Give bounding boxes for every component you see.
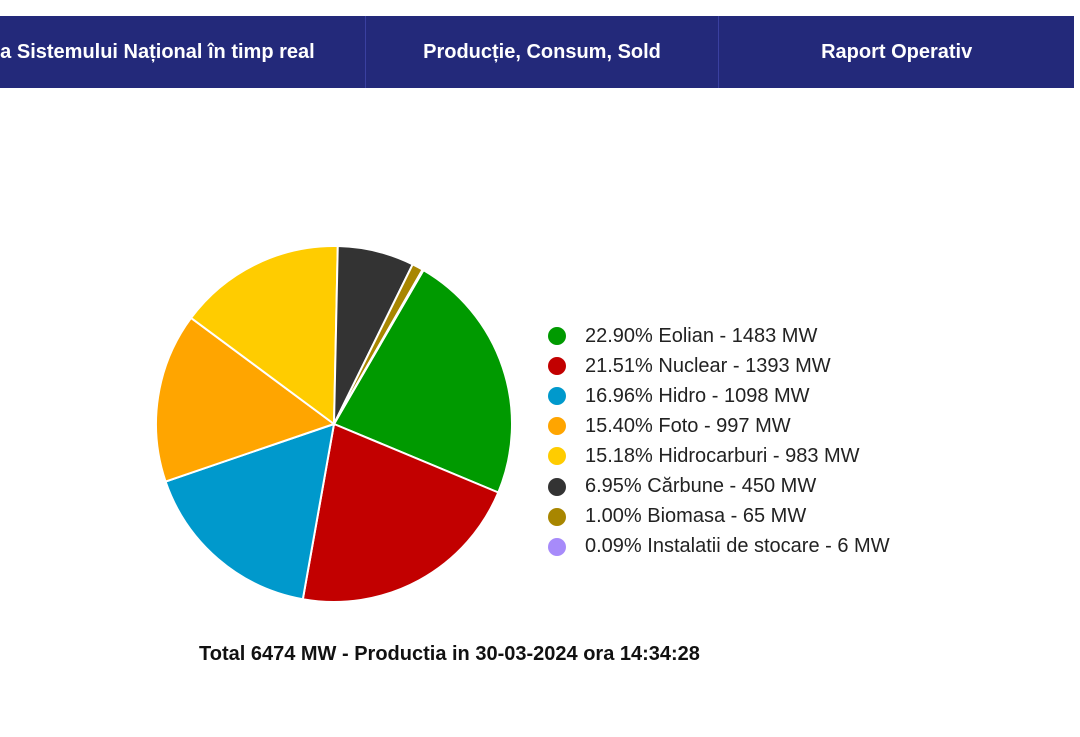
top-navigation: a Sistemului Național în timp real Produ… [0,16,1074,88]
legend-item: 6.95% Cărbune - 450 MW [548,471,890,501]
legend-item: 15.40% Foto - 997 MW [548,411,890,441]
pie-slice-0 [332,268,513,494]
legend-item: 0.09% Instalatii de stocare - 6 MW [548,532,890,562]
legend-label: 6.95% Cărbune - 450 MW [585,475,817,498]
legend-item: 22.90% Eolian - 1483 MW [548,321,890,351]
tab-sistem-national[interactable]: a Sistemului Național în timp real [0,16,366,88]
legend-color-dot [548,537,566,556]
legend-item: 21.51% Nuclear - 1393 MW [548,351,890,381]
legend-item: 16.96% Hidro - 1098 MW [548,381,890,411]
production-pie-chart [155,245,513,603]
pie-slice-4 [189,245,339,426]
legend-label: 15.18% Hidrocarburi - 983 MW [585,444,860,467]
pie-slice-1 [301,422,500,603]
tab-productie-consum-sold[interactable]: Producție, Consum, Sold [366,16,720,88]
legend-color-dot [548,387,566,406]
legend-label: 15.40% Foto - 997 MW [585,414,791,437]
legend-label: 16.96% Hidro - 1098 MW [585,384,810,407]
chart-legend: 22.90% Eolian - 1483 MW 21.51% Nuclear - … [548,321,890,562]
legend-color-dot [548,507,566,526]
legend-label: 1.00% Biomasa - 65 MW [585,505,807,528]
legend-color-dot [548,447,566,466]
legend-label: 22.90% Eolian - 1483 MW [585,324,818,347]
legend-color-dot [548,417,566,436]
legend-label: 0.09% Instalatii de stocare - 6 MW [585,535,890,558]
pie-slice-7 [333,268,425,425]
legend-color-dot [548,357,566,376]
legend-item: 1.00% Biomasa - 65 MW [548,502,890,532]
tab-raport-operativ[interactable]: Raport Operativ [821,40,973,63]
pie-slice-3 [155,316,337,483]
legend-color-dot [548,327,566,346]
legend-label: 21.51% Nuclear - 1393 MW [585,354,831,377]
total-production-label: Total 6474 MW - Productia in 30-03-2024 … [199,643,700,665]
legend-color-dot [548,477,566,496]
legend-item: 15.18% Hidrocarburi - 983 MW [548,441,890,471]
